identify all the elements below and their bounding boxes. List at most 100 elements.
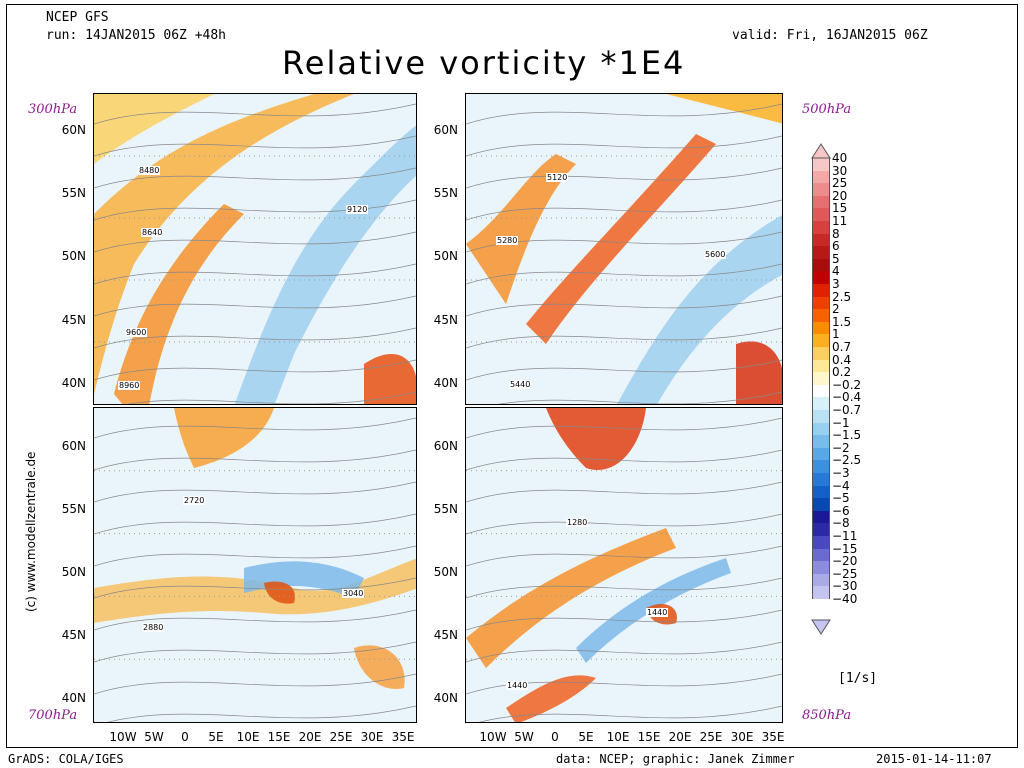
colorbar-swatch	[812, 246, 830, 260]
colorbar-label: −0.7	[832, 403, 862, 417]
geopotential-contour	[94, 449, 416, 471]
lat-label: 60N	[61, 439, 86, 453]
colorbar-label: −20	[832, 554, 858, 569]
geopotential-contour	[94, 103, 416, 125]
colorbar-swatch	[812, 183, 830, 197]
colorbar-label: 5	[832, 251, 840, 266]
geopotential-contour	[94, 673, 416, 695]
colorbar-swatch	[812, 485, 830, 499]
colorbar-swatch	[812, 447, 830, 461]
geopotential-contour	[466, 673, 782, 695]
colorbar-label: 1	[832, 327, 840, 342]
colorbar-label: 0.7	[832, 340, 852, 354]
geopotential-contour	[466, 327, 782, 349]
vorticity-band	[526, 134, 716, 344]
lat-label: 45N	[61, 313, 86, 327]
geopotential-contour	[466, 481, 782, 503]
lon-label: 5W	[144, 730, 164, 744]
geopotential-contour	[498, 391, 782, 404]
colorbar-swatch	[812, 498, 830, 512]
colorbar-label: 30	[832, 163, 848, 178]
geopotential-contour	[466, 513, 782, 535]
colorbar-label: −2.5	[832, 453, 862, 468]
lat-label: 40N	[433, 691, 458, 705]
colorbar-label: −15	[832, 541, 858, 556]
colorbar-swatch	[812, 473, 830, 486]
geopotential-contour	[466, 417, 782, 439]
model-label: NCEP GFS	[46, 10, 109, 25]
lat-label: 40N	[433, 376, 458, 390]
colorbar-swatch	[812, 347, 830, 360]
geopotential-contour	[466, 103, 782, 125]
chart-title: Relative vorticity *1E4	[282, 44, 686, 82]
vorticity-band	[506, 675, 596, 722]
lon-label: 30E	[730, 730, 754, 744]
lat-label: 60N	[61, 123, 86, 137]
colorbar-swatch	[812, 309, 830, 323]
lat-label: 55N	[433, 186, 458, 200]
colorbar-label: 2	[832, 302, 840, 317]
colorbar-swatch	[812, 561, 830, 575]
geopotential-contour	[466, 295, 782, 317]
geopotential-contour	[94, 513, 416, 535]
geopotential-contour	[94, 263, 416, 285]
colorbar-swatch	[812, 258, 830, 272]
level-label-500: 500hPa	[802, 102, 852, 117]
vorticity-field	[466, 408, 782, 722]
colorbar-label: −11	[832, 529, 858, 543]
vorticity-band	[364, 354, 416, 404]
lon-label: 15E	[637, 730, 661, 744]
level-label-300: 300hPa	[28, 102, 78, 117]
colorbar-label: 3	[832, 277, 840, 291]
lon-label: 15E	[267, 730, 291, 744]
lat-label: 60N	[433, 123, 458, 137]
colorbar-label: 2.5	[832, 289, 852, 304]
contour-label: 9600	[125, 328, 148, 337]
vorticity-field	[466, 94, 782, 404]
lat-label: 45N	[433, 313, 458, 327]
colorbar-swatch	[812, 523, 830, 537]
geopotential-contour	[94, 359, 416, 381]
contour-label: 8480	[138, 166, 161, 175]
colorbar-label: 20	[832, 188, 848, 203]
colorbar-label: −1.5	[832, 428, 862, 443]
lat-label: 50N	[61, 565, 86, 579]
colorbar-label: −25	[832, 566, 858, 581]
colorbar-label: 15	[832, 201, 848, 216]
lat-label: 55N	[61, 186, 86, 200]
colorbar-swatch	[812, 384, 830, 398]
vorticity-band	[174, 408, 274, 468]
lat-label: 50N	[433, 249, 458, 263]
vorticity-band	[546, 408, 646, 470]
geopotential-contour	[466, 609, 782, 631]
colorbar-swatch	[812, 573, 830, 587]
colorbar-swatch	[812, 334, 830, 348]
colorbar-swatch	[812, 321, 830, 335]
colorbar-swatch	[812, 536, 830, 549]
lat-label: 50N	[61, 249, 86, 263]
lon-label: 0	[181, 730, 189, 744]
contour-label: 2880	[142, 623, 165, 632]
colorbar-label: 0.2	[832, 365, 852, 380]
lat-label: 50N	[433, 565, 458, 579]
valid-label: valid: Fri, 16JAN2015 06Z	[732, 28, 928, 43]
contour-label: 5280	[496, 236, 519, 245]
geopotential-contour	[94, 167, 416, 189]
footer-timestamp: 2015-01-14-11:07	[876, 752, 992, 766]
colorbar-label: −2	[832, 440, 850, 455]
colorbar-label: −5	[832, 491, 850, 506]
contour-label: 5120	[546, 173, 569, 182]
lon-label: 35E	[761, 730, 785, 744]
geopotential-contour	[466, 263, 782, 285]
geopotential-contour	[466, 577, 782, 599]
geopotential-contour	[466, 359, 782, 381]
geopotential-contour	[94, 417, 416, 439]
lon-label: 20E	[298, 730, 322, 744]
colorbar-label: 8	[832, 226, 840, 241]
colorbar-swatch	[812, 221, 830, 234]
contour-label: 8640	[141, 228, 164, 237]
colorbar-label: −3	[832, 466, 850, 480]
colorbar-swatch	[812, 158, 830, 171]
lat-label: 40N	[61, 691, 86, 705]
lat-label: 60N	[433, 439, 458, 453]
